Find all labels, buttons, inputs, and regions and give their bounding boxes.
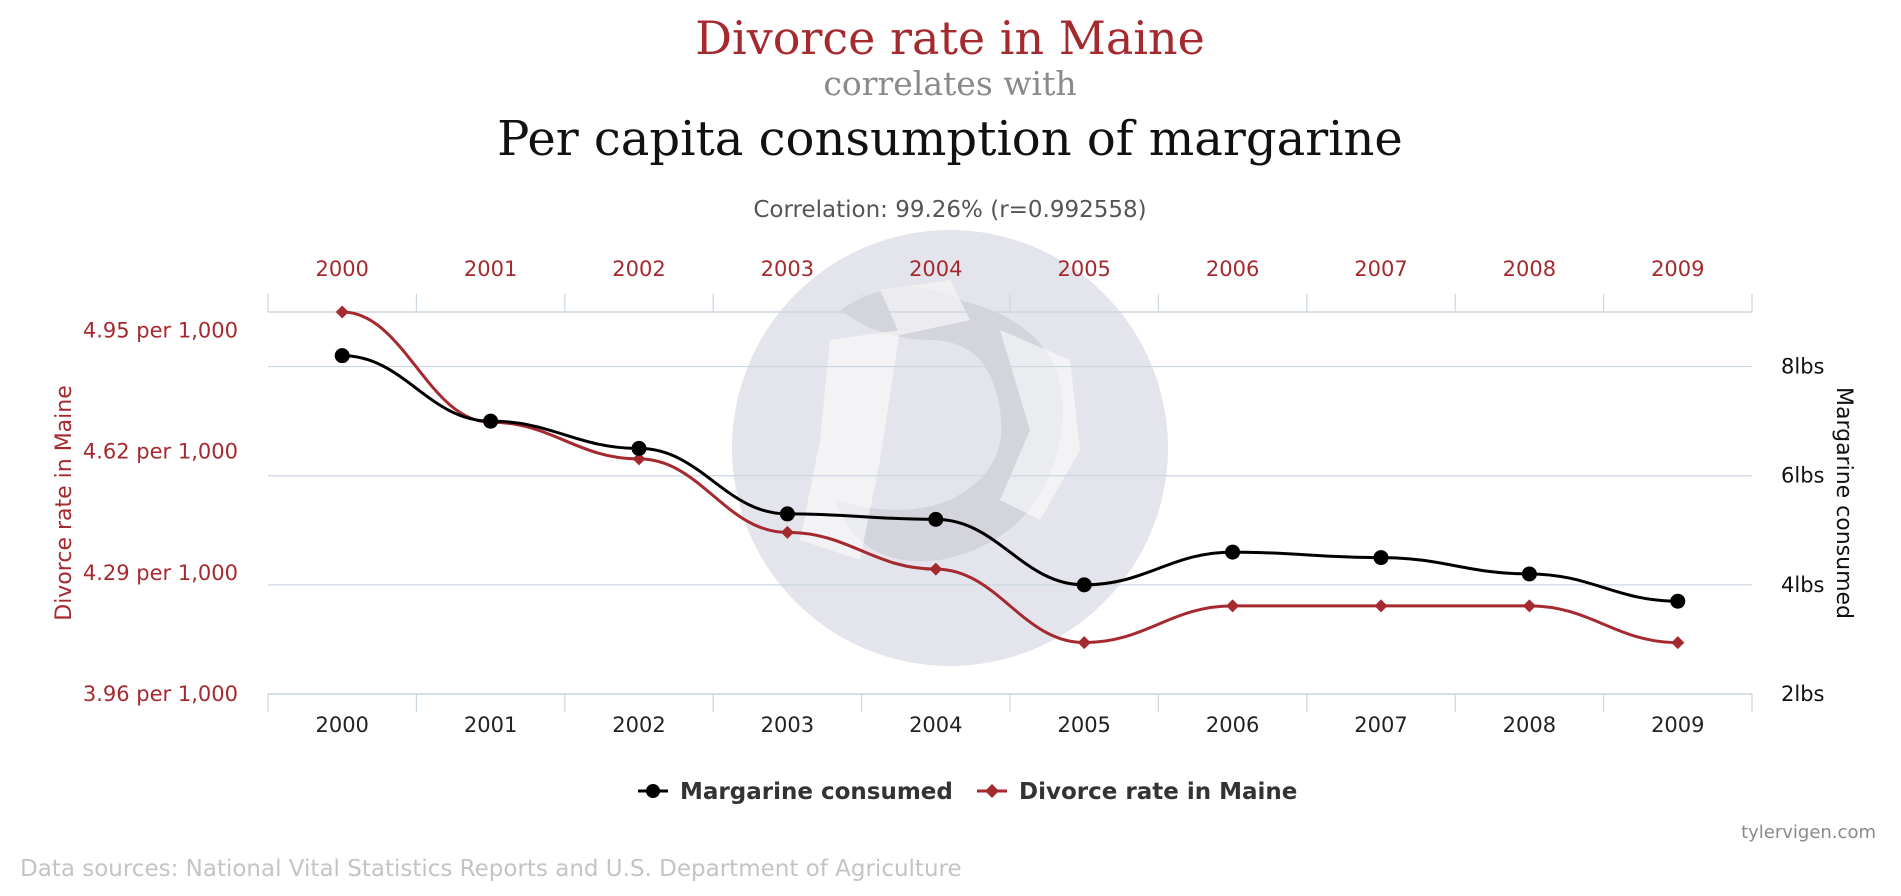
data-point-divorce[interactable]: [1374, 599, 1388, 613]
data-point-divorce[interactable]: [929, 562, 943, 576]
left-axis-label: 4.95 per 1,000: [83, 318, 238, 342]
axis-ticks: [267, 294, 1753, 712]
series: [334, 305, 1686, 650]
right-axis-label: 2lbs: [1781, 682, 1824, 706]
top-axis-label: 2002: [612, 257, 665, 281]
bottom-axis-label: 2005: [1057, 713, 1110, 737]
bottom-axis-label: 2006: [1206, 713, 1259, 737]
top-axis-label: 2006: [1206, 257, 1259, 281]
data-point-margarine[interactable]: [334, 348, 350, 364]
left-axis-title: Divorce rate in Maine: [52, 385, 77, 621]
bottom-axis-label: 2002: [612, 713, 665, 737]
data-point-divorce[interactable]: [1671, 636, 1685, 650]
data-point-margarine[interactable]: [1373, 550, 1389, 566]
data-point-divorce[interactable]: [632, 452, 646, 466]
top-axis-label: 2004: [909, 257, 962, 281]
legend-label-margarine: Margarine consumed: [680, 779, 953, 805]
top-axis-label: 2000: [315, 257, 368, 281]
chart-title-secondary: Per capita consumption of margarine: [497, 111, 1403, 167]
data-point-divorce[interactable]: [335, 305, 349, 319]
legend-item-divorce[interactable]: Divorce rate in Maine: [977, 779, 1297, 805]
top-axis-label: 2001: [464, 257, 517, 281]
bottom-axis-label: 2001: [464, 713, 517, 737]
top-axis-label: 2007: [1354, 257, 1407, 281]
correlation-label: Correlation: 99.26% (r=0.992558): [753, 197, 1146, 223]
data-point-divorce[interactable]: [1522, 599, 1536, 613]
left-axis-label: 3.96 per 1,000: [83, 682, 238, 706]
right-axis-label: 4lbs: [1781, 573, 1824, 597]
bottom-axis-label: 2009: [1651, 713, 1704, 737]
legend-swatch-divorce-marker: [985, 784, 999, 798]
data-point-divorce[interactable]: [1077, 636, 1091, 650]
top-axis-label: 2008: [1503, 257, 1556, 281]
left-axis-label: 4.62 per 1,000: [83, 440, 238, 464]
data-point-margarine[interactable]: [1225, 544, 1241, 560]
chart-title-primary: Divorce rate in Maine: [695, 11, 1205, 65]
data-sources: Data sources: National Vital Statistics …: [20, 856, 962, 882]
legend[interactable]: Margarine consumed Divorce rate in Maine: [638, 779, 1297, 805]
data-point-margarine[interactable]: [928, 511, 944, 527]
data-point-margarine[interactable]: [1670, 593, 1686, 609]
right-axis-label: 6lbs: [1781, 464, 1824, 488]
top-axis-label: 2003: [761, 257, 814, 281]
right-axis-label: 8lbs: [1781, 355, 1824, 379]
left-axis-label: 4.29 per 1,000: [83, 561, 238, 585]
legend-item-margarine[interactable]: Margarine consumed: [638, 779, 953, 805]
top-axis-label: 2005: [1057, 257, 1110, 281]
bottom-axis-label: 2008: [1503, 713, 1556, 737]
bottom-axis-label: 2007: [1354, 713, 1407, 737]
legend-swatch-margarine-marker: [646, 784, 660, 798]
data-point-margarine[interactable]: [631, 440, 647, 456]
data-point-divorce[interactable]: [1226, 599, 1240, 613]
series-line-margarine: [342, 354, 1678, 603]
data-point-margarine[interactable]: [483, 413, 499, 429]
data-point-margarine[interactable]: [1521, 566, 1537, 582]
bottom-axis-label: 2003: [761, 713, 814, 737]
data-point-divorce[interactable]: [780, 525, 794, 539]
bottom-axis-label: 2000: [315, 713, 368, 737]
right-axis-title: Margarine consumed: [1831, 387, 1856, 619]
top-axis-label: 2009: [1651, 257, 1704, 281]
axis-labels: 2000 2000 2001 2001 2002 2002 2003 2003 2004 2004…: [83, 257, 1825, 737]
data-point-margarine[interactable]: [1076, 577, 1092, 593]
bottom-axis-label: 2004: [909, 713, 962, 737]
legend-label-divorce: Divorce rate in Maine: [1019, 779, 1297, 805]
chart-title-connector: correlates with: [823, 64, 1076, 103]
credit-link[interactable]: tylervigen.com: [1741, 822, 1876, 843]
series-line-divorce: [342, 310, 1678, 645]
data-point-margarine[interactable]: [779, 506, 795, 522]
watermark-logo: [732, 230, 1168, 666]
